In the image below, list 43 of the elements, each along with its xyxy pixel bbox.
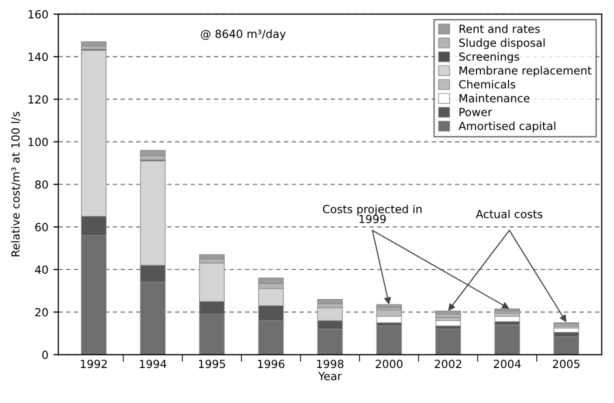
legend-label: Screenings xyxy=(459,52,520,63)
y-tick-label: 80 xyxy=(35,180,48,189)
bar xyxy=(81,41,107,46)
y-tick-label: 60 xyxy=(35,222,48,232)
legend-label: Chemicals xyxy=(459,80,516,89)
x-tick-label: 1992 xyxy=(80,360,107,368)
x-tick-label: 1995 xyxy=(198,360,226,368)
bar xyxy=(494,316,520,322)
annotation: Actual costs xyxy=(476,210,542,218)
bar xyxy=(376,326,402,355)
legend-label: Rent and rates xyxy=(460,24,540,34)
y-tick-label: 20 xyxy=(35,308,48,316)
y-tick-label: 100 xyxy=(28,138,48,146)
bar xyxy=(376,304,402,308)
bar xyxy=(435,310,461,315)
x-tick-label: 2002 xyxy=(434,360,462,368)
annotation: Costs projected in 1999 xyxy=(322,204,422,224)
legend-label: Maintenance xyxy=(460,94,530,102)
y-tick-label: 160 xyxy=(28,10,48,18)
x-axis-title: Year xyxy=(318,372,342,380)
y-tick-label: 120 xyxy=(28,95,48,104)
y-tick-label: 140 xyxy=(28,52,48,62)
bar xyxy=(199,254,225,260)
annotation: @ 8640 m³/day xyxy=(200,29,286,40)
y-tick-label: 40 xyxy=(35,265,48,274)
bar xyxy=(140,150,166,156)
x-tick-label: 2004 xyxy=(494,360,521,368)
bar xyxy=(435,328,461,355)
x-tick-label: 1994 xyxy=(140,360,166,368)
bar xyxy=(317,298,343,304)
bar xyxy=(435,320,461,326)
x-tick-label: 2005 xyxy=(552,360,580,368)
bar xyxy=(554,336,580,355)
x-tick-label: 1996 xyxy=(258,360,284,368)
bar xyxy=(494,324,520,355)
x-tick-label: 2000 xyxy=(376,360,402,368)
x-tick-label: 1998 xyxy=(317,360,344,368)
legend-label: Amortised capital xyxy=(458,122,556,132)
legend-label: Sludge disposal xyxy=(459,38,545,50)
y-axis-title: Relative cost/m³ at 100 l/s xyxy=(11,112,21,256)
y-tick-label: 0 xyxy=(42,350,48,360)
legend-label: Power xyxy=(460,108,492,116)
legend-label: Membrane replacement xyxy=(460,66,592,77)
